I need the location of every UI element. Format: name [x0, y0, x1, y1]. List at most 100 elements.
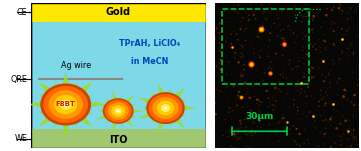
Point [278, 43, 284, 46]
Point [221, 141, 227, 143]
Point [267, 144, 273, 147]
Point [356, 80, 361, 82]
Point [286, 31, 292, 33]
Point [321, 100, 327, 103]
Point [345, 97, 351, 99]
Point [243, 127, 249, 129]
Point [295, 80, 300, 82]
Point [336, 58, 342, 60]
Point [351, 138, 357, 141]
Point [334, 127, 340, 130]
Point [290, 68, 296, 71]
Point [304, 60, 310, 62]
Point [269, 67, 275, 70]
Point [266, 127, 271, 129]
Point [237, 124, 243, 126]
Point [250, 140, 256, 142]
Point [299, 20, 304, 23]
Circle shape [149, 94, 182, 122]
Point [249, 115, 255, 117]
Polygon shape [172, 116, 184, 128]
Point [262, 17, 268, 19]
Point [293, 8, 299, 10]
Point [347, 100, 353, 102]
Point [267, 32, 273, 34]
Point [258, 3, 264, 5]
Point [290, 21, 296, 24]
Point [270, 142, 276, 144]
Point [330, 69, 336, 72]
Point [338, 135, 344, 138]
Point [310, 18, 316, 20]
Point [292, 133, 297, 136]
Point [307, 43, 313, 45]
Point [334, 117, 340, 119]
Point [250, 29, 256, 31]
Point [213, 121, 218, 124]
Point [268, 3, 274, 6]
Point [251, 142, 256, 144]
Point [278, 105, 283, 107]
Point [219, 31, 225, 33]
Point [272, 105, 278, 107]
Point [297, 141, 303, 143]
Point [295, 89, 300, 91]
Point [332, 22, 338, 25]
Point [350, 71, 356, 74]
Point [217, 67, 222, 69]
Point [325, 94, 331, 97]
Point [229, 93, 234, 95]
Point [282, 49, 288, 51]
Text: 30μm: 30μm [245, 112, 274, 121]
Point [214, 107, 220, 109]
Point [339, 123, 345, 126]
Point [231, 4, 236, 6]
Point [317, 2, 323, 5]
Point [231, 85, 236, 87]
Point [271, 129, 277, 131]
Point [223, 41, 229, 43]
Point [271, 109, 277, 111]
Polygon shape [172, 88, 184, 101]
Polygon shape [76, 82, 93, 96]
Point [257, 37, 263, 39]
Point [291, 13, 296, 15]
Polygon shape [118, 96, 123, 102]
Point [260, 25, 266, 27]
Point [252, 51, 258, 54]
Polygon shape [106, 117, 113, 123]
Point [340, 19, 346, 22]
Point [248, 93, 253, 95]
Point [328, 59, 334, 62]
Point [351, 129, 356, 131]
Circle shape [48, 90, 83, 119]
Point [248, 137, 254, 139]
Point [352, 109, 357, 111]
Point [266, 65, 272, 68]
Point [297, 103, 303, 106]
Point [266, 106, 272, 108]
Point [214, 27, 219, 29]
Point [261, 13, 266, 15]
Point [329, 8, 335, 10]
Point [326, 32, 332, 35]
Point [279, 17, 285, 19]
Point [315, 71, 321, 73]
Point [347, 8, 353, 11]
Point [248, 63, 254, 65]
Point [237, 128, 243, 131]
Point [217, 124, 223, 127]
Point [251, 74, 257, 76]
Point [256, 104, 262, 106]
Point [321, 42, 326, 44]
Point [247, 132, 252, 135]
Point [234, 104, 240, 107]
Point [291, 104, 297, 106]
Point [277, 24, 282, 26]
Point [351, 104, 357, 106]
Point [216, 3, 222, 6]
Point [306, 143, 312, 145]
Point [261, 44, 266, 47]
Circle shape [43, 86, 88, 123]
Point [347, 6, 353, 9]
